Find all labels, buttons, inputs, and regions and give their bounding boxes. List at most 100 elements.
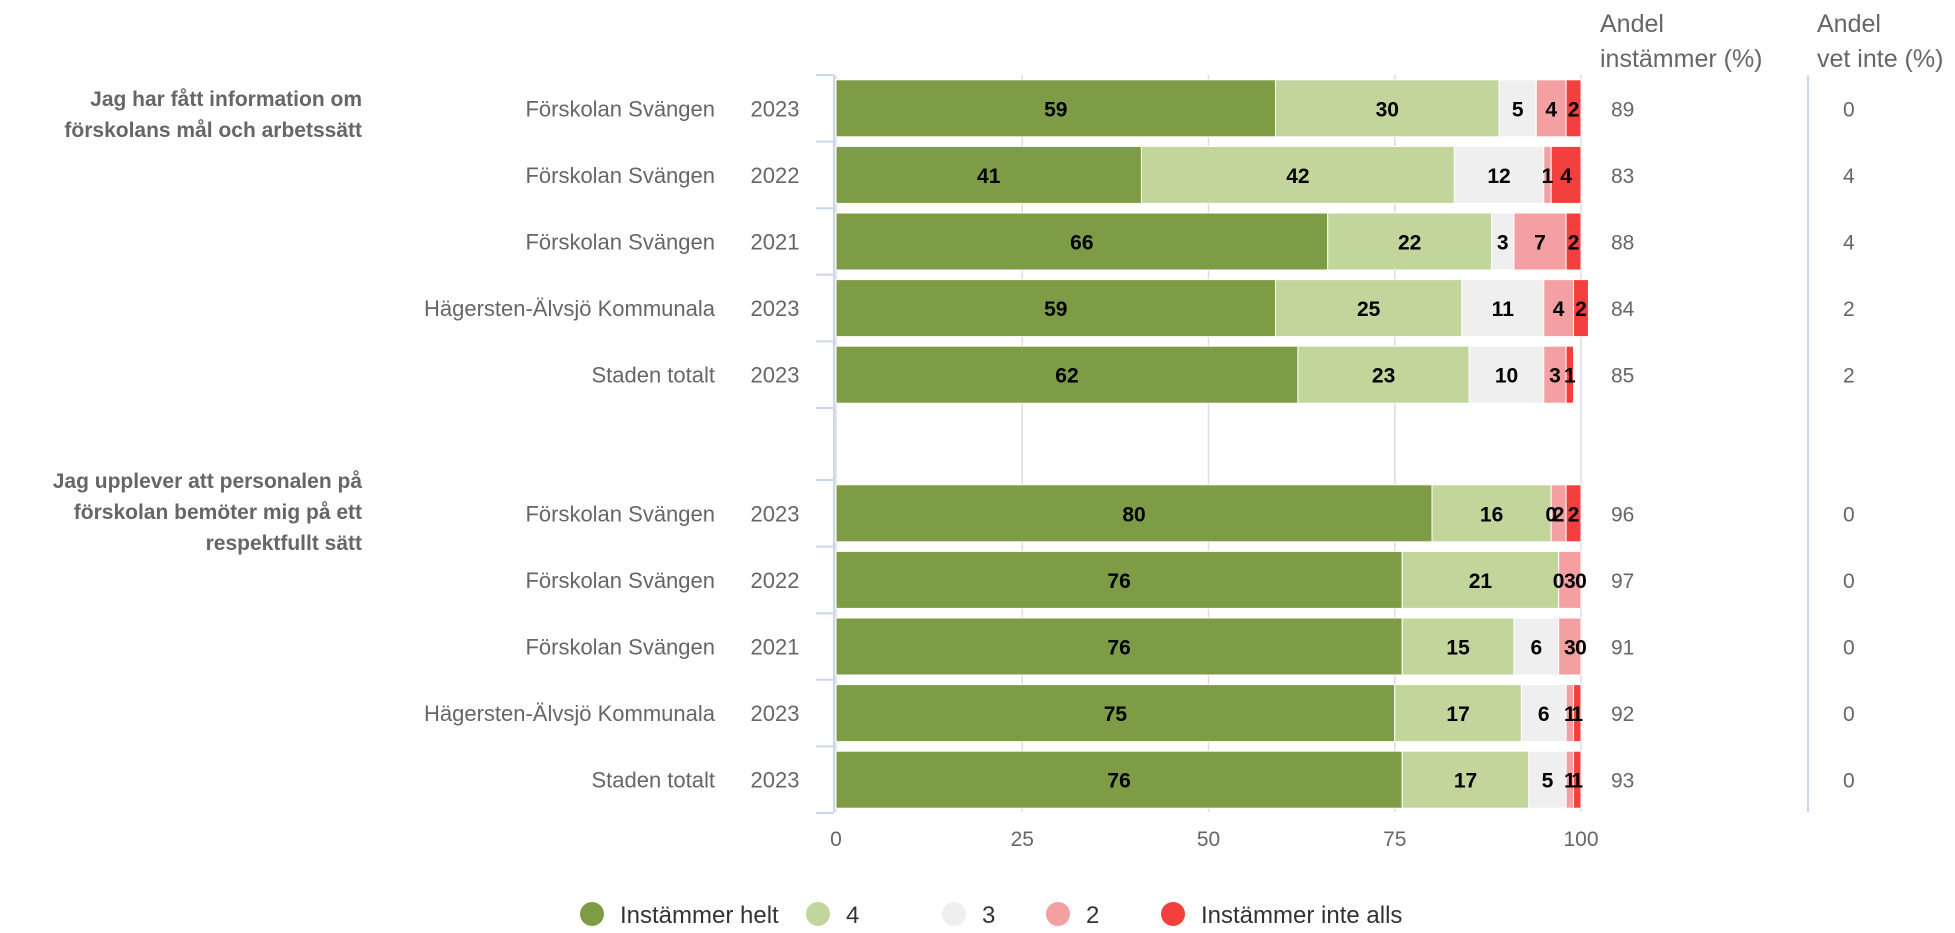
data-label: 41 [977,165,1001,188]
bar-segment [835,79,1277,138]
bar-row: Förskolan Svängen 2022 41 42 12 1 4 83 4 [525,145,1855,204]
agree-value: 91 [1611,637,1634,660]
data-label: 5 [1512,98,1524,121]
data-label: 3 [1564,637,1576,660]
bar-segment [835,345,1299,404]
legend-item: 3 [942,902,995,929]
bar-row: Staden totalt 2023 62 23 10 3 1 85 2 [591,345,1855,404]
data-label: 3 [1564,570,1576,593]
data-label: 76 [1107,770,1130,793]
data-label: 75 [1104,703,1128,726]
data-label: 6 [1538,703,1550,726]
y-axis [816,74,835,814]
bar-segment [1140,145,1455,204]
question-group: Jag har fått information om förskolans må… [64,79,1855,404]
data-label: 21 [1469,570,1493,593]
question-label: förskolans mål och arbetssätt [64,119,362,142]
bar-segment [1565,345,1575,404]
legend-swatch [806,902,830,926]
question-label: respektfullt sätt [206,532,362,555]
legend-label: Instämmer helt [620,902,779,928]
data-label: 7 [1534,232,1546,255]
agree-header: instämmer (%) [1600,45,1763,73]
x-tick-label: 0 [830,828,842,851]
x-tick-label: 100 [1563,828,1598,851]
dont-know-value: 0 [1843,637,1855,660]
bar-row: Förskolan Svängen 2022 76 21 0 3 0 97 0 [525,550,1855,609]
row-label: Förskolan Svängen [525,163,715,188]
row-year: 2023 [751,768,800,793]
bar-segment [1513,617,1560,676]
legend-item: 2 [1046,902,1099,929]
bar-row: Hägersten-Älvsjö Kommunala 2023 59 25 11 4 2 84… [424,279,1855,338]
dont-know-value: 4 [1843,232,1855,255]
legend-item: Instämmer inte alls [1161,902,1402,929]
bar-segment [1565,212,1582,271]
data-label: 80 [1122,503,1145,526]
bar-segment [1275,79,1500,138]
row-label: Förskolan Svängen [525,568,715,593]
bar-segment [1558,550,1582,609]
data-label: 22 [1398,232,1421,255]
legend-label: 2 [1086,902,1099,928]
data-label: 17 [1454,770,1477,793]
dont-know-value: 0 [1843,703,1855,726]
question-group: Jag upplever att personalen på förskolan … [53,470,1855,809]
dont-know-header: vet inte (%) [1817,45,1943,73]
data-label: 4 [1553,298,1565,321]
data-label: 1 [1564,365,1576,388]
data-label: 1 [1571,770,1583,793]
bar-segment [835,484,1433,543]
agree-value: 92 [1611,703,1634,726]
x-tick-label: 50 [1197,828,1220,851]
legend-swatch [580,902,604,926]
legend-item: 4 [806,902,859,929]
dont-know-value: 0 [1843,770,1855,793]
legend-label: 3 [982,902,995,928]
row-label: Förskolan Svängen [525,96,715,121]
bar-segment [1573,279,1589,338]
data-label: 2 [1568,503,1580,526]
data-label: 4 [1545,98,1557,121]
data-label: 2 [1575,298,1587,321]
bar-segment [835,750,1403,809]
agree-value: 88 [1611,232,1634,255]
dont-know-value: 4 [1843,165,1855,188]
legend-swatch [1046,902,1070,926]
row-year: 2021 [751,230,800,255]
bar-segment [1297,345,1470,404]
column-headers: Andel instämmer (%) Andel vet inte (%) [1600,10,1943,812]
data-label: 12 [1487,165,1510,188]
agree-value: 93 [1611,770,1634,793]
agree-value: 84 [1611,298,1635,321]
bar-row: Förskolan Svängen 2023 80 16 02 2 96 0 [525,484,1855,543]
bar-segment [1535,79,1567,138]
dont-know-value: 0 [1843,570,1855,593]
bar-segment [1528,750,1567,809]
legend-item: Instämmer helt [580,902,779,929]
bar-segment [1327,212,1493,271]
data-label: 2 [1568,98,1580,121]
row-label: Förskolan Svängen [525,635,715,660]
data-label: 1 [1571,703,1583,726]
bar-row: Staden totalt 2023 76 17 5 11 93 0 [591,750,1855,809]
data-label: 1 [1542,165,1554,188]
data-label: 30 [1376,98,1399,121]
bar-segment [835,279,1277,338]
agree-value: 97 [1611,570,1634,593]
bar-row: Förskolan Svängen 2023 59 30 5 4 2 89 0 [525,79,1855,138]
agree-header: Andel [1600,10,1664,38]
x-tick-labels: 0 25 50 75 100 [830,828,1598,851]
dont-know-value: 2 [1843,298,1855,321]
data-label: 42 [1286,165,1309,188]
bar-segment [835,212,1329,271]
row-year: 2023 [751,96,800,121]
row-year: 2022 [751,163,800,188]
row-year: 2023 [751,296,800,321]
bar-segment [1401,550,1560,609]
agree-value: 89 [1611,98,1634,121]
bar-segment [1520,684,1567,743]
bar-row: Förskolan Svängen 2021 76 15 6 3 0 91 0 [525,617,1855,676]
bar-row: Förskolan Svängen 2021 66 22 3 7 2 88 4 [525,212,1855,271]
